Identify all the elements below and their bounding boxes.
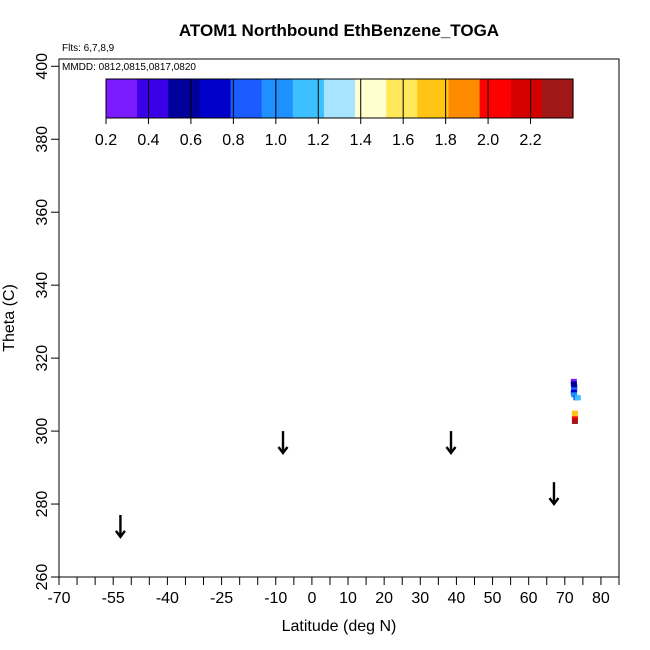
down-arrow-head bbox=[548, 497, 560, 507]
colorbar-swatch bbox=[137, 79, 169, 118]
colorbar-swatch bbox=[355, 79, 387, 118]
x-tick-label: 30 bbox=[411, 590, 429, 607]
data-point bbox=[570, 378, 577, 384]
x-axis: -70 -55 -40 -25 -10 0 10 20 30 40 50 60 70 80 bbox=[47, 577, 620, 607]
y-tick-label: 380 bbox=[34, 126, 51, 153]
colorbar-tick-label: 1.0 bbox=[265, 132, 287, 149]
down-arrow bbox=[277, 431, 289, 455]
data-point bbox=[570, 389, 577, 395]
data-point bbox=[571, 418, 578, 424]
down-arrow bbox=[445, 431, 457, 455]
plot-frame bbox=[58, 58, 620, 578]
down-arrow-head bbox=[277, 446, 289, 455]
x-tick-label: -10 bbox=[264, 590, 287, 607]
down-arrow-head bbox=[445, 446, 457, 455]
x-tick-label: 80 bbox=[592, 590, 610, 607]
colorbar-tick-label: 1.2 bbox=[307, 132, 329, 149]
down-arrow bbox=[548, 482, 560, 507]
colorbar-swatch bbox=[417, 79, 450, 118]
y-tick-label: 280 bbox=[34, 491, 51, 518]
y-tick-label: 260 bbox=[34, 564, 51, 591]
colorbar-swatch bbox=[230, 79, 263, 118]
colorbar-tick-label: 0.8 bbox=[222, 132, 244, 149]
x-tick-label: -70 bbox=[47, 590, 70, 607]
x-axis-label: Latitude (deg N) bbox=[282, 618, 397, 635]
y-tick-label: 340 bbox=[34, 272, 51, 299]
colorbar-swatch bbox=[292, 79, 325, 118]
colorbar-swatch bbox=[199, 79, 232, 118]
colorbar-tick-label: 2.2 bbox=[519, 132, 541, 149]
x-tick-label: 50 bbox=[484, 590, 502, 607]
x-tick-label: 40 bbox=[448, 590, 466, 607]
flights-note: Flts: 6,7,8,9 bbox=[62, 43, 115, 54]
data-points bbox=[570, 378, 581, 424]
data-point bbox=[571, 392, 578, 398]
down-arrow bbox=[114, 514, 126, 539]
y-axis: 260 280 300 320 340 360 380 400 bbox=[34, 53, 59, 591]
y-tick-label: 300 bbox=[34, 418, 51, 445]
x-tick-label: 0 bbox=[307, 590, 316, 607]
arrow-markers bbox=[114, 431, 560, 539]
data-point bbox=[571, 384, 578, 390]
y-tick-label: 400 bbox=[34, 53, 51, 80]
colorbar-swatch bbox=[448, 79, 481, 118]
colorbar-swatch bbox=[106, 79, 138, 118]
x-tick-label: -55 bbox=[102, 590, 125, 607]
colorbar-swatch bbox=[261, 79, 294, 118]
dates-note: MMDD: 0812,0815,0817,0820 bbox=[62, 62, 196, 73]
colorbar-tick-label: 0.4 bbox=[137, 132, 159, 149]
colorbar-swatch bbox=[386, 79, 418, 118]
colorbar: 0.2 0.4 0.6 0.8 1.0 1.2 1.4 1.6 1.8 2.0 2.2 bbox=[95, 78, 574, 149]
data-point bbox=[571, 387, 578, 393]
x-tick-label: -40 bbox=[156, 590, 179, 607]
data-point bbox=[574, 395, 581, 401]
x-tick-label: 70 bbox=[556, 590, 574, 607]
colorbar-tick-label: 1.8 bbox=[435, 132, 457, 149]
chart-title: ATOM1 Northbound EthBenzene_TOGA bbox=[179, 21, 499, 40]
colorbar-tick-label: 1.6 bbox=[392, 132, 414, 149]
colorbar-swatch bbox=[168, 79, 200, 118]
colorbar-tick-label: 0.6 bbox=[180, 132, 202, 149]
down-arrow-head bbox=[114, 530, 126, 539]
y-axis-label: Theta (C) bbox=[1, 284, 18, 352]
colorbar-tick-label: 2.0 bbox=[477, 132, 499, 149]
data-point bbox=[571, 416, 578, 422]
x-tick-label: -25 bbox=[210, 590, 233, 607]
y-tick-label: 320 bbox=[34, 345, 51, 372]
y-tick-label: 360 bbox=[34, 199, 51, 226]
data-point bbox=[571, 413, 578, 419]
colorbar-swatch bbox=[323, 79, 356, 118]
colorbar-tick-label: 1.4 bbox=[350, 132, 372, 149]
data-point bbox=[570, 381, 577, 387]
colorbar-tick-label: 0.2 bbox=[95, 132, 117, 149]
x-tick-label: 10 bbox=[339, 590, 357, 607]
colorbar-swatch bbox=[541, 79, 574, 118]
x-tick-label: 20 bbox=[375, 590, 393, 607]
x-tick-label: 60 bbox=[520, 590, 538, 607]
colorbar-swatch bbox=[479, 79, 512, 118]
data-point bbox=[571, 410, 578, 416]
colorbar-swatch bbox=[510, 79, 543, 118]
